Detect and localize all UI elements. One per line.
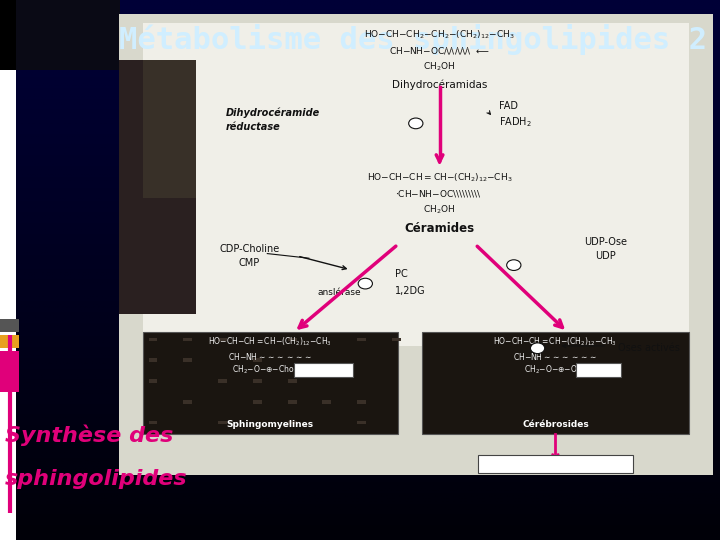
Bar: [143, 23, 689, 346]
Text: PC: PC: [395, 269, 408, 279]
Bar: [218, 400, 227, 403]
Text: Cérébrosides: Cérébrosides: [522, 420, 589, 429]
Text: $\cdot$CH$-$NH$-$OC\\\\\\\\\: $\cdot$CH$-$NH$-$OC\\\\\\\\\: [395, 188, 485, 199]
Bar: [148, 421, 158, 424]
Text: Choline: Choline: [310, 366, 338, 375]
Text: CH$-$NH$\sim\sim\sim\sim\sim\sim$: CH$-$NH$\sim\sim\sim\sim\sim\sim$: [513, 350, 598, 362]
Text: anslérase: anslérase: [318, 288, 361, 298]
Text: Ose: Ose: [592, 366, 606, 375]
Bar: [218, 379, 227, 383]
Bar: [16, 0, 120, 70]
Bar: [253, 359, 262, 362]
Bar: [576, 363, 621, 377]
Text: FADH$_2$: FADH$_2$: [499, 115, 532, 129]
Circle shape: [531, 343, 545, 354]
Text: 1,2DG: 1,2DG: [395, 286, 426, 295]
Text: 5: 5: [363, 279, 368, 288]
Bar: [148, 379, 158, 383]
Bar: [422, 332, 689, 434]
Text: Gangliosides: Gangliosides: [526, 460, 585, 469]
Bar: [357, 400, 366, 403]
Text: CH$_2$$-$O$-$⊕$-$Ose: CH$_2$$-$O$-$⊕$-$Ose: [524, 363, 587, 376]
Text: CDP-Choline: CDP-Choline: [220, 244, 279, 254]
Bar: [0, 0, 115, 70]
Bar: [288, 421, 297, 424]
Text: sphingolipides: sphingolipides: [5, 469, 188, 489]
Circle shape: [507, 260, 521, 271]
Bar: [478, 455, 633, 473]
Text: FAD: FAD: [499, 101, 518, 111]
Bar: [218, 421, 227, 424]
Bar: [323, 379, 331, 383]
Bar: [148, 400, 158, 403]
Text: HO$-$CH$-$CH$_2$$-$CH$_2$$-$(CH$_2$)$_{12}$$-$CH$_3$: HO$-$CH$-$CH$_2$$-$CH$_2$$-$(CH$_2$)$_{1…: [364, 28, 515, 40]
Bar: [0, 335, 19, 348]
Bar: [184, 400, 192, 403]
Text: HO$-$CH$-$CH$=$CH$-$(CH$_2$)$_{12}$$-$CH$_3$: HO$-$CH$-$CH$=$CH$-$(CH$_2$)$_{12}$$-$CH…: [493, 335, 617, 348]
Bar: [184, 379, 192, 383]
Bar: [184, 421, 192, 424]
Text: Sphingomyelines: Sphingomyelines: [227, 420, 314, 429]
Text: UDP: UDP: [595, 251, 616, 261]
Text: CMP: CMP: [239, 258, 260, 268]
Bar: [294, 363, 354, 377]
Text: Céramides: Céramides: [405, 222, 474, 235]
Text: CH$-$NH$\sim\sim\sim\sim\sim\sim$: CH$-$NH$\sim\sim\sim\sim\sim\sim$: [228, 350, 312, 362]
Text: CH$_2$OH: CH$_2$OH: [423, 60, 456, 73]
Bar: [119, 14, 713, 475]
Text: CH$_2$OH: CH$_2$OH: [423, 204, 456, 216]
Bar: [218, 338, 227, 341]
Text: HO$-$CH$-$CH$=$CH$-$(CH$_2$)$_{12}$$-$CH$_3$: HO$-$CH$-$CH$=$CH$-$(CH$_2$)$_{12}$$-$CH…: [366, 171, 513, 184]
Bar: [357, 379, 366, 383]
Bar: [288, 338, 297, 341]
Text: UDP-Ose: UDP-Ose: [585, 237, 627, 247]
Text: 6: 6: [511, 261, 516, 269]
Bar: [143, 332, 398, 434]
Bar: [323, 338, 331, 341]
Text: Synthèse des: Synthèse des: [5, 424, 174, 446]
Text: 4: 4: [413, 119, 418, 128]
Bar: [253, 338, 262, 341]
Circle shape: [409, 118, 423, 129]
Text: CH$-$NH$-$OC/\/\/\/\/\  ⟵: CH$-$NH$-$OC/\/\/\/\/\ ⟵: [390, 45, 490, 56]
Bar: [392, 421, 401, 424]
Text: Dihydrocéramide: Dihydrocéramide: [226, 107, 320, 118]
Bar: [392, 338, 401, 341]
Bar: [0, 319, 19, 332]
Text: CH$_2$$-$O$-$⊕$-$Choline: CH$_2$$-$O$-$⊕$-$Choline: [232, 363, 308, 376]
Text: HO$-$CH$-$CH$=$CH$-$(CH$_2$)$_{12}$$-$CH$_3$: HO$-$CH$-$CH$=$CH$-$(CH$_2$)$_{12}$$-$CH…: [208, 335, 332, 348]
Bar: [392, 359, 401, 362]
Text: Dihydrocéramidas: Dihydrocéramidas: [392, 80, 487, 90]
Text: Oses activés: Oses activés: [618, 343, 680, 353]
Bar: [0, 351, 19, 392]
Bar: [0, 0, 16, 540]
Bar: [143, 60, 196, 198]
Text: réductase: réductase: [226, 122, 281, 132]
Bar: [119, 60, 196, 314]
Bar: [357, 421, 366, 424]
Text: Métabolisme des sphingolipides 2: Métabolisme des sphingolipides 2: [119, 24, 707, 55]
Bar: [288, 379, 297, 383]
Circle shape: [358, 278, 372, 289]
Text: 7: 7: [535, 344, 540, 353]
